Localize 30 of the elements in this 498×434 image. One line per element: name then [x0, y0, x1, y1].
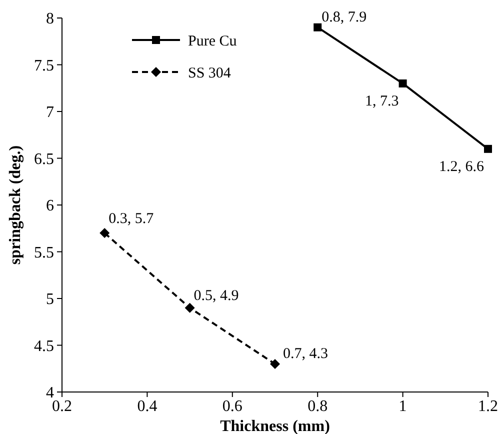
point: [398, 79, 407, 88]
x-tick-label: 0.6: [222, 398, 242, 415]
y-tick-label: 4: [46, 384, 54, 402]
data-label: 0.5, 4.9: [194, 288, 239, 304]
point: [484, 144, 492, 153]
x-tick-label: 1: [398, 398, 407, 415]
data-label: 0.3, 5.7: [108, 211, 154, 228]
y-tick-label: 4.5: [34, 338, 54, 355]
x-tick-label: 0.2: [52, 398, 72, 415]
point: [270, 358, 280, 369]
y-tick-label: 6.5: [34, 150, 54, 168]
x-tick-label: 0.8: [308, 398, 328, 415]
y-tick-label: 5.5: [34, 244, 54, 262]
y-tick-label: 7: [46, 104, 54, 122]
point: [314, 23, 322, 32]
y-tick-label: 7.5: [34, 57, 54, 74]
point: [184, 302, 195, 313]
data-label: 0.8, 7.9: [322, 9, 367, 26]
x-tick-label: 1.2: [478, 398, 498, 415]
point: [100, 228, 110, 238]
data-label: 1.2, 6.6: [439, 158, 484, 175]
y-tick-label: 5: [46, 291, 54, 308]
data-label: 1, 7.3: [365, 93, 399, 110]
y-tick-label: 8: [46, 10, 54, 28]
x-tick-label: 0.4: [137, 398, 158, 415]
y-axis-title: springback (deg.): [7, 145, 24, 265]
legend-label: Pure Cu: [188, 33, 238, 50]
y-tick-label: 6: [46, 198, 54, 215]
data-label: 0.7, 4.3: [283, 346, 328, 362]
legend-label: SS 304: [188, 65, 232, 82]
